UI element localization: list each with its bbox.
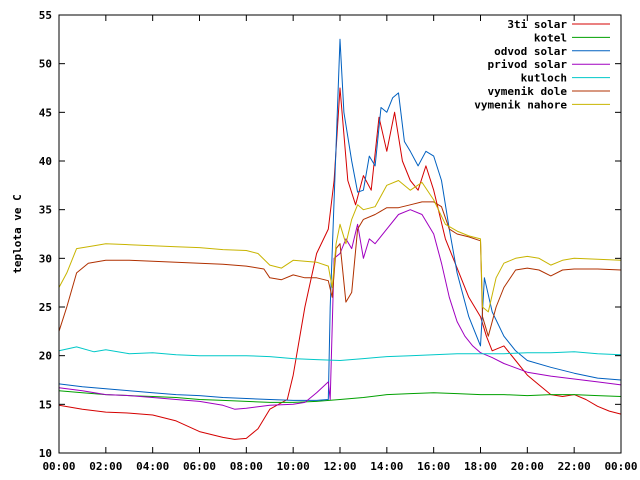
x-tick-label: 00:00 xyxy=(604,460,637,473)
x-tick-label: 06:00 xyxy=(183,460,216,473)
series-layer xyxy=(58,38,622,440)
x-tick-label: 14:00 xyxy=(370,460,403,473)
x-tick-label: 20:00 xyxy=(511,460,544,473)
y-tick-label: 55 xyxy=(39,9,52,22)
series-line-4 xyxy=(58,346,622,361)
series-line-1 xyxy=(58,390,622,403)
x-tick-label: 04:00 xyxy=(136,460,169,473)
legend-label-2: odvod solar xyxy=(494,45,567,58)
y-axis-label: teplota ve C xyxy=(11,194,24,273)
y-tick-label: 45 xyxy=(39,106,52,119)
x-axis: 00:00 02:00 04:00 06:00 08:00 10:00 12:00 14:00… xyxy=(42,15,638,473)
y-tick-label: 30 xyxy=(39,252,52,265)
series-line-0 xyxy=(58,87,622,440)
legend-label-0: 3ti solar xyxy=(507,18,567,31)
y-tick-label: 25 xyxy=(39,301,52,314)
y-tick-label: 40 xyxy=(39,155,52,168)
y-tick-label: 10 xyxy=(39,447,52,460)
x-tick-label: 16:00 xyxy=(417,460,450,473)
series-line-6 xyxy=(58,180,622,313)
y-tick-label: 15 xyxy=(39,398,52,411)
x-tick-label: 02:00 xyxy=(89,460,122,473)
x-tick-label: 22:00 xyxy=(558,460,591,473)
y-axis: 10 15 20 25 30 35 40 45 50 55 xyxy=(39,9,621,460)
legend-label-3: privod solar xyxy=(488,58,568,71)
x-tick-label: 12:00 xyxy=(323,460,356,473)
x-tick-label: 18:00 xyxy=(464,460,497,473)
y-tick-label: 50 xyxy=(39,58,52,71)
y-tick-label: 20 xyxy=(39,350,52,363)
legend-label-6: vymenik nahore xyxy=(474,98,567,111)
series-line-5 xyxy=(58,201,622,337)
y-tick-label: 35 xyxy=(39,204,52,217)
legend-label-5: vymenik dole xyxy=(488,85,568,98)
x-tick-label: 08:00 xyxy=(230,460,263,473)
series-line-2 xyxy=(58,38,622,401)
legend-label-4: kutloch xyxy=(521,72,567,85)
legend-label-1: kotel xyxy=(534,31,567,44)
x-tick-label: 10:00 xyxy=(277,460,310,473)
x-tick-label: 00:00 xyxy=(42,460,75,473)
